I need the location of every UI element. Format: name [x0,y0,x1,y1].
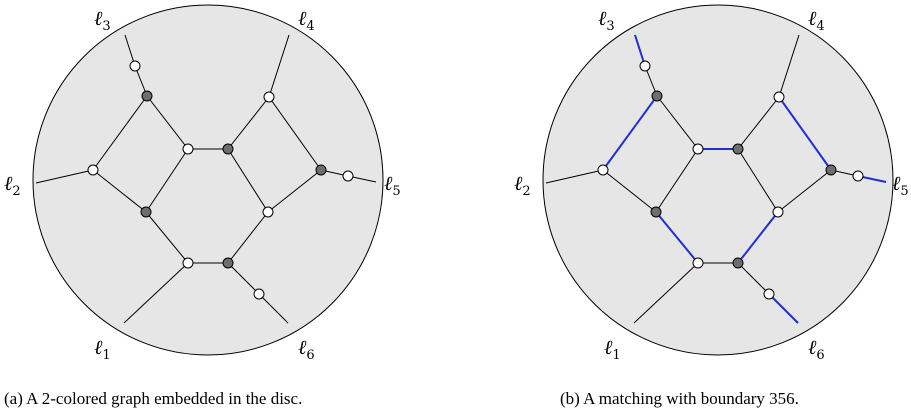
black-vertex [732,257,744,269]
edge-a [145,148,189,213]
white-vertex [87,164,99,176]
label-l1: ℓ1 [94,335,111,363]
label-l3: ℓ3 [94,6,111,34]
white-vertex [763,288,775,300]
edge-a [227,96,270,150]
matching-edge [768,293,799,324]
edge-a [268,96,322,171]
matching-edge [602,95,658,171]
label-l4: ℓ4 [808,6,825,34]
matching-edge [737,211,779,264]
black-vertex [825,164,837,176]
edge-a [35,169,94,184]
white-vertex [182,143,194,155]
label-l5: ℓ5 [892,171,909,199]
black-vertex [140,206,152,218]
white-vertex [692,143,704,155]
black-vertex [650,206,662,218]
caption-b: (b) A matching with boundary 356. [560,389,799,408]
edge-a [145,211,189,264]
label-l2: ℓ2 [4,171,21,199]
edge-a [258,293,289,324]
black-vertex [732,143,744,155]
edge-b [737,262,770,295]
white-vertex [772,206,784,218]
edge-a [146,95,189,150]
label-l3: ℓ3 [598,6,615,34]
label-l4: ℓ4 [298,6,315,34]
black-vertex [651,90,663,102]
label-l6: ℓ6 [298,335,315,363]
white-vertex [773,91,785,103]
edge-b [545,169,604,184]
caption-a: (a) A 2-colored graph embedded in the di… [4,389,302,408]
panel-a: ℓ3 ℓ4 ℓ2 ℓ5 ℓ1 ℓ6 (a) A 2-colored graph … [4,4,401,408]
black-vertex [222,143,234,155]
edge-a [123,262,189,324]
matching-edge [778,96,832,171]
edge-b [602,169,657,213]
black-vertex [315,164,327,176]
edge-b [737,148,779,213]
white-vertex [342,170,354,182]
panel-b: ℓ3 ℓ4 ℓ2 ℓ5 ℓ1 ℓ6 (b) A matching with bo… [514,4,909,408]
edge-a [92,169,147,213]
white-vertex [692,257,704,269]
disc-b [542,4,894,356]
edge-a [268,34,290,98]
edge-b [633,262,699,324]
edge-a [92,95,148,171]
black-vertex [141,90,153,102]
white-vertex [262,206,274,218]
label-l5: ℓ5 [384,171,401,199]
white-vertex [182,257,194,269]
label-l2: ℓ2 [514,171,531,199]
edge-b [778,34,800,98]
white-vertex [129,60,141,72]
edge-a [227,262,260,295]
edge-a [227,211,269,264]
edge-a [267,169,322,213]
edge-b [656,95,699,150]
edge-b [777,169,832,213]
white-vertex [852,170,864,182]
white-vertex [639,60,651,72]
white-vertex [253,288,265,300]
disc-a [32,4,384,356]
white-vertex [263,91,275,103]
edge-b [737,96,780,150]
matching-edge [655,211,699,264]
edge-a [227,148,269,213]
label-l6: ℓ6 [808,335,825,363]
edge-b [655,148,699,213]
label-l1: ℓ1 [604,335,621,363]
white-vertex [597,164,609,176]
black-vertex [222,257,234,269]
